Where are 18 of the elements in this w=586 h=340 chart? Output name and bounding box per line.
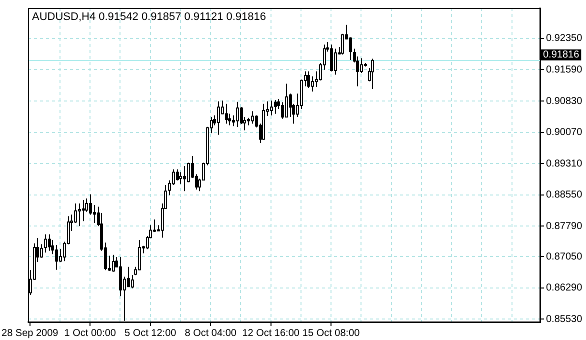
x-tick-label: 8 Oct 04:00 [184, 328, 237, 339]
y-tick-label: 0.91590 [546, 64, 583, 76]
x-tick-label: 1 Oct 00:00 [64, 328, 116, 339]
y-tick-label: 0.85530 [546, 314, 583, 325]
x-tick-label: 12 Oct 16:00 [242, 328, 300, 339]
y-tick-label: 0.89310 [546, 158, 583, 170]
y-tick-label: 0.87790 [546, 220, 583, 232]
y-tick-label: 0.90830 [546, 96, 583, 107]
y-tick-label: 0.87050 [546, 251, 583, 262]
y-tick-label: 0.86290 [546, 282, 583, 294]
x-tick-label: 15 Oct 08:00 [302, 328, 360, 339]
x-tick-label: 5 Oct 12:00 [124, 328, 177, 339]
x-tick-label: 28 Sep 2009 [2, 328, 59, 339]
y-tick-label: 0.88550 [546, 190, 583, 201]
ref-line-label: 0.91816 [543, 50, 580, 61]
y-tick-label: 0.92350 [546, 33, 583, 44]
chart-title: AUDUSD,H4 0.91542 0.91857 0.91121 0.91816 [32, 11, 266, 23]
y-tick-label: 0.90070 [546, 127, 583, 138]
